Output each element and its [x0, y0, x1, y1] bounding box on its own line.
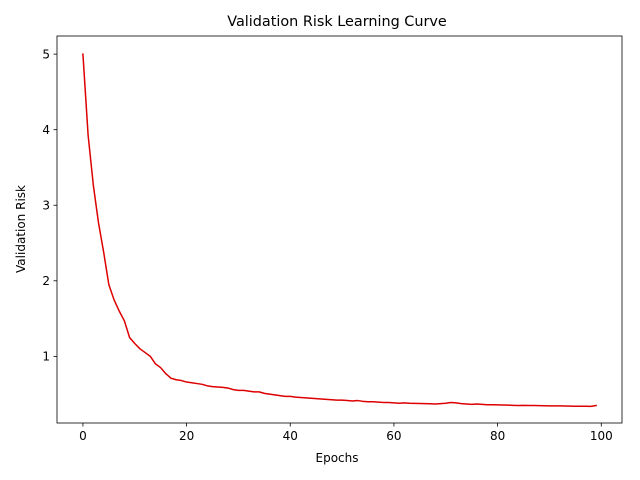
- y-tick-label: 2: [42, 274, 50, 288]
- y-tick-label: 5: [42, 47, 50, 61]
- x-tick-label: 60: [386, 429, 401, 443]
- y-axis-label: Validation Risk: [14, 185, 28, 273]
- y-tick-label: 3: [42, 199, 50, 213]
- plot-area: 0 20 40 60 80 100 1 2 3 4 5: [42, 35, 623, 443]
- x-tick-label: 40: [283, 429, 298, 443]
- y-tick-label: 1: [42, 350, 50, 364]
- chart-title: Validation Risk Learning Curve: [227, 14, 447, 30]
- series-line: [82, 53, 597, 408]
- x-axis-label: Epochs: [316, 451, 359, 465]
- x-tick-label: 20: [179, 429, 194, 443]
- x-tick-label: 100: [590, 429, 613, 443]
- x-tick-label: 0: [79, 429, 87, 443]
- y-tick-label: 4: [42, 123, 50, 137]
- axes-frame: [56, 35, 623, 424]
- x-tick-label: 80: [490, 429, 505, 443]
